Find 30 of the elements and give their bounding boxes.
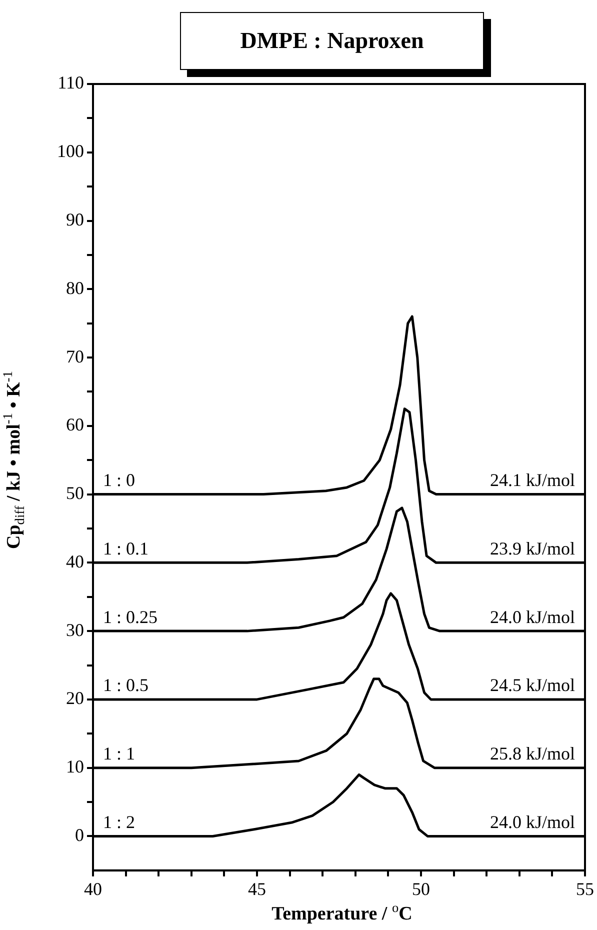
series-label: 1 : 0.1 (103, 538, 149, 558)
y-tick-label: 100 (57, 141, 84, 162)
y-tick-label: 90 (66, 210, 84, 230)
x-axis-title: Temperature / $^{o}$C (270, 900, 414, 926)
chart-title: DMPE : Naproxen (180, 12, 484, 70)
x-tick-label: 45 (248, 878, 266, 899)
y-tick-label: 40 (66, 551, 84, 572)
annotation: 25.8 kJ/mol (490, 744, 575, 764)
annotation: 23.9 kJ/mol (490, 538, 575, 558)
series-label: 1 : 2 (103, 812, 136, 832)
x-tick-label: 40 (84, 878, 102, 899)
y-tick-label: 70 (66, 346, 84, 366)
y-tick-label: 10 (66, 756, 84, 777)
y-tick-label: 80 (66, 278, 84, 298)
series-label: 1 : 0.5 (103, 675, 149, 696)
series-label: 1 : 0.25 (103, 606, 158, 627)
annotation: 24.1 kJ/mol (490, 470, 575, 490)
series-label: 1 : 0 (103, 470, 136, 490)
annotation: 24.0 kJ/mol (490, 812, 575, 832)
annotation: 24.0 kJ/mol (490, 606, 575, 627)
y-tick-label: 30 (66, 620, 84, 640)
annotation: 24.5 kJ/mol (490, 675, 575, 696)
x-tick-label: 50 (412, 878, 430, 899)
y-tick-label: 60 (66, 414, 84, 435)
x-tick-label: 55 (576, 878, 594, 899)
y-tick-label: 50 (66, 483, 84, 504)
y-tick-label: 110 (58, 72, 84, 93)
series-label: 1 : 1 (103, 744, 136, 764)
y-tick-label: 20 (66, 688, 84, 708)
y-tick-label: 0 (75, 824, 84, 845)
